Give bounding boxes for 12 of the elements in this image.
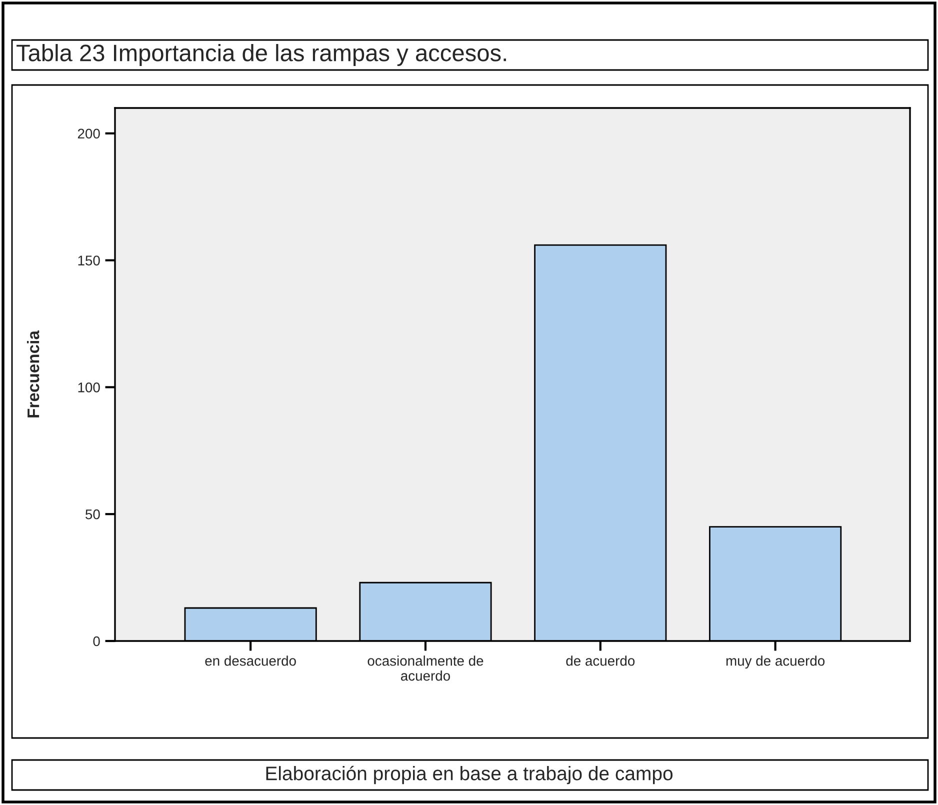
x-tick-label: de acuerdo (566, 656, 635, 666)
chart-title: Tabla 23 Importancia de las rampas y accesos. (16, 44, 506, 66)
y-tick-label: 50 (86, 509, 100, 520)
x-tick-label: ocasionalmente de acuerdo (368, 656, 484, 681)
y-tick-label: 0 (93, 636, 100, 646)
x-tick-label: en desacuerdo (205, 656, 296, 666)
x-tick-label: muy de acuerdo (726, 656, 825, 669)
y-axis-title: Frecuencia (26, 330, 40, 418)
y-tick-label: 100 (78, 382, 100, 392)
y-tick-label: 150 (78, 256, 100, 266)
text: Elaboración propia en base a trabajo de campo (266, 766, 673, 784)
y-tick-label: 200 (78, 128, 100, 139)
